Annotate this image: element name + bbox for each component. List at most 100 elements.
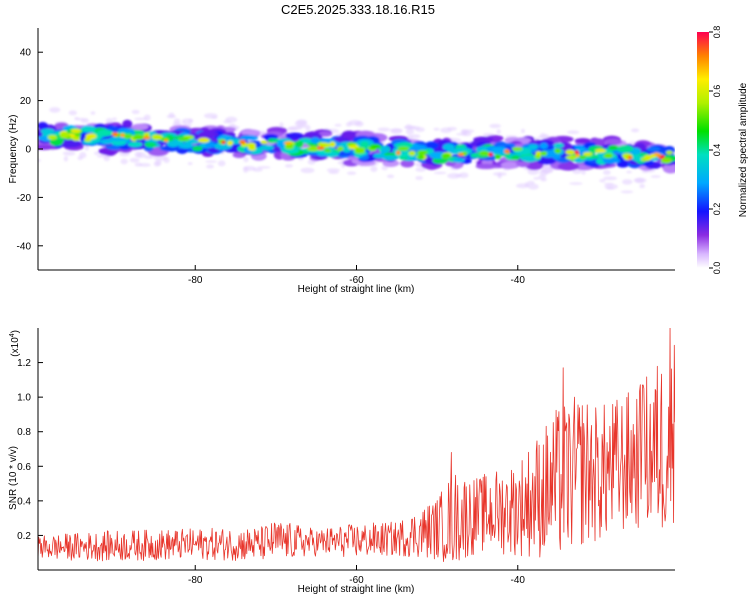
heatmap-cell [80,126,97,132]
spectrogram-y-tick-label: 20 [20,96,32,107]
heatmap-cell [300,167,315,174]
colorbar-tick-label: 0.2 [712,203,722,216]
heatmap-cell [120,133,125,138]
heatmap-cell [96,129,114,137]
heatmap-cell [566,130,580,135]
heatmap-cell [40,128,55,135]
heatmap-cell [582,152,593,157]
heatmap-cell [415,176,423,180]
snr-x-tick-label: -40 [511,575,526,586]
heatmap-cell [329,141,336,148]
heatmap-cell [538,174,547,180]
heatmap-cell [626,170,632,174]
heatmap-cell [94,151,100,156]
spectrogram-heatmap [38,107,675,194]
heatmap-cell [633,177,647,184]
heatmap-cell [197,137,210,143]
heatmap-cell [47,134,57,140]
snr-y-tick-label: 0.6 [17,462,31,473]
heatmap-cell [370,166,378,173]
snr-y-label: SNR (10 * v/v) [8,446,19,510]
heatmap-cell [650,175,661,178]
heatmap-cell [155,159,162,166]
heatmap-cell [188,118,193,124]
heatmap-cell [581,170,586,175]
heatmap-cell [204,141,216,148]
heatmap-cell [452,157,465,163]
heatmap-cell [59,132,71,139]
heatmap-cell [381,165,388,171]
heatmap-cell [288,126,302,131]
heatmap-cell [263,134,279,141]
colorbar-ticks: 0.0 0.2 0.4 0.6 0.8 [709,26,722,274]
heatmap-cell [454,147,472,156]
heatmap-cell [504,149,510,154]
heatmap-cell [432,157,448,164]
heatmap-cell [397,146,410,151]
snr-multiplier-base: (x10 [10,337,21,357]
heatmap-cell [105,117,113,124]
heatmap-cell [536,156,557,165]
heatmap-cell [296,119,308,125]
heatmap-cell [627,155,633,160]
heatmap-cell [653,152,660,156]
heatmap-cell [540,151,548,156]
heatmap-cell [219,134,230,141]
heatmap-cell [317,131,333,137]
heatmap-cell [173,118,181,125]
heatmap-cell [205,160,217,163]
heatmap-cell [63,156,69,162]
heatmap-cell [604,138,623,145]
heatmap-cell [285,132,304,140]
heatmap-cell [260,140,268,145]
snr-y-tick-label: 0.4 [17,496,31,507]
heatmap-cell [461,129,475,133]
heatmap-cell [70,128,82,134]
snr-multiplier-exponent: 4 [9,333,16,337]
heatmap-cell [599,178,606,183]
heatmap-cell [100,138,114,145]
heatmap-cell [395,150,401,155]
heatmap-cell [178,137,190,142]
heatmap-cell [417,150,428,156]
heatmap-cell [527,168,540,175]
heatmap-cell [49,107,61,113]
heatmap-cell [143,135,151,140]
heatmap-cell [400,159,415,168]
heatmap-cell [166,139,180,148]
heatmap-cell [354,147,366,153]
heatmap-cell [410,134,421,139]
heatmap-cell [243,165,256,171]
heatmap-cell [620,190,634,194]
spectrogram-y-tick-label: -40 [17,241,32,252]
heatmap-cell [511,146,523,152]
spectrogram-x-label: Height of straight line (km) [298,284,415,295]
heatmap-cell [241,129,261,137]
heatmap-cell [284,164,294,168]
heatmap-cell [259,144,274,151]
snr-y-tick-label: 0.8 [17,427,31,438]
heatmap-cell [479,150,490,156]
heatmap-cell [494,154,502,160]
heatmap-cell [240,135,259,141]
heatmap-cell [524,182,530,187]
spectrogram-y-tick-label: 40 [20,48,32,59]
heatmap-cell [166,114,177,119]
heatmap-cell [122,119,133,129]
heatmap-cell [554,148,562,154]
heatmap-cell [284,143,295,150]
heatmap-cell [386,174,395,179]
spectrogram-y-label: Frequency (Hz) [8,115,19,184]
heatmap-cell [243,156,249,163]
heatmap-cell [631,128,640,133]
spectrogram-y-tick-label: 0 [25,145,31,156]
colorbar-tick-label: 0.4 [712,144,722,157]
heatmap-cell [226,140,234,146]
heatmap-cell [500,161,519,169]
spectrogram-panel: -80 -60 -40 40 20 0 -20 -40 Height of straight … [8,28,675,295]
heatmap-cell [38,144,55,150]
heatmap-cell [646,146,661,152]
heatmap-cell [603,176,618,181]
spectrogram-x-tick-label: -80 [188,275,203,286]
heatmap-cell [239,139,246,145]
